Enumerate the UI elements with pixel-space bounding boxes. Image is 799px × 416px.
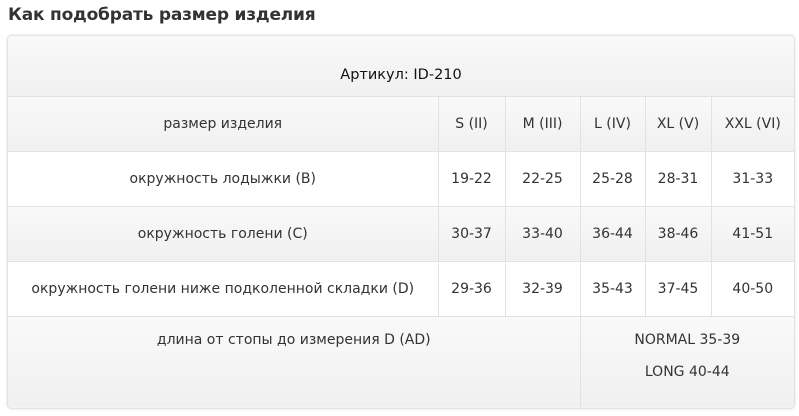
cell: 35-43 <box>579 260 646 317</box>
size-s: S (II) <box>437 95 506 152</box>
length-row: длина от стопы до измерения D (AD) NORMA… <box>8 315 794 408</box>
cell: 25-28 <box>579 150 646 207</box>
row-label: окружность лодыжки (B) <box>8 150 439 207</box>
cell: 32-39 <box>504 260 581 317</box>
cell: 38-46 <box>644 205 712 262</box>
size-chart-card: Артикул: ID-210 размер изделия S (II) M … <box>7 35 795 409</box>
length-long: LONG 40-44 <box>644 363 730 380</box>
cell: 36-44 <box>579 205 646 262</box>
cell: 31-33 <box>710 150 794 207</box>
cell: 22-25 <box>504 150 581 207</box>
size-xxl: XXL (VI) <box>710 95 794 152</box>
header-row: размер изделия S (II) M (III) L (IV) XL … <box>8 95 794 152</box>
page-title: Как подобрать размер изделия <box>8 5 316 25</box>
size-m: M (III) <box>504 95 581 152</box>
size-label: размер изделия <box>8 95 439 152</box>
length-label: длина от стопы до измерения D (AD) <box>8 315 581 408</box>
cell: 30-37 <box>437 205 506 262</box>
cell: 19-22 <box>437 150 506 207</box>
article-label: Артикул: ID-210 <box>8 36 794 97</box>
row-label: окружность голени ниже подколенной склад… <box>8 260 439 317</box>
length-normal: NORMAL 35-39 <box>634 331 741 348</box>
table-row: окружность лодыжки (B) 19-22 22-25 25-28… <box>8 150 794 207</box>
article-row: Артикул: ID-210 <box>8 36 794 97</box>
row-label: окружность голени (C) <box>8 205 439 262</box>
cell: 33-40 <box>504 205 581 262</box>
cell: 40-50 <box>710 260 794 317</box>
table-row: окружность голени ниже подколенной склад… <box>8 260 794 317</box>
cell: 41-51 <box>710 205 794 262</box>
cell: 29-36 <box>437 260 506 317</box>
size-xl: XL (V) <box>644 95 712 152</box>
table-row: окружность голени (C) 30-37 33-40 36-44 … <box>8 205 794 262</box>
size-l: L (IV) <box>579 95 646 152</box>
length-values: NORMAL 35-39 LONG 40-44 <box>579 315 794 408</box>
size-chart-table: Артикул: ID-210 размер изделия S (II) M … <box>8 36 794 408</box>
cell: 28-31 <box>644 150 712 207</box>
cell: 37-45 <box>644 260 712 317</box>
